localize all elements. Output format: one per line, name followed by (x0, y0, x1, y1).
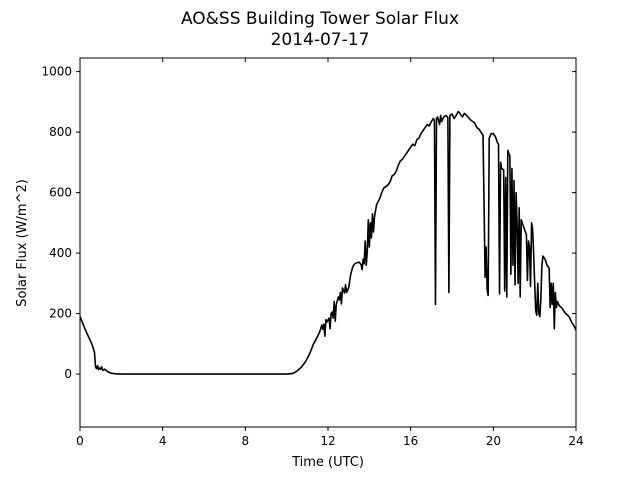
x-tick-label: 16 (403, 434, 418, 448)
x-tick-label: 4 (159, 434, 167, 448)
plot-area: 0 4 8 12 16 20 24 0 200 400 600 800 1000 (41, 57, 584, 448)
x-tick-label: 8 (242, 434, 250, 448)
y-tick-label: 800 (49, 125, 72, 139)
y-tick-label: 400 (49, 246, 72, 260)
y-axis-label: Solar Flux (W/m^2) (15, 179, 30, 307)
x-tick-label: 24 (568, 434, 583, 448)
chart-title: AO&SS Building Tower Solar Flux (181, 9, 459, 29)
y-tick-label: 200 (49, 307, 72, 321)
x-axis-label: Time (UTC) (291, 455, 364, 470)
y-tick-label: 600 (49, 186, 72, 200)
series-line-0 (79, 110, 577, 375)
x-tick-label: 0 (76, 434, 84, 448)
x-tick-label: 12 (320, 434, 335, 448)
y-tick-label: 0 (64, 367, 72, 381)
y-tick-label: 1000 (41, 65, 72, 79)
x-tick-label: 20 (486, 434, 501, 448)
chart-subtitle: 2014-07-17 (271, 30, 370, 50)
axes-frame (79, 57, 577, 428)
